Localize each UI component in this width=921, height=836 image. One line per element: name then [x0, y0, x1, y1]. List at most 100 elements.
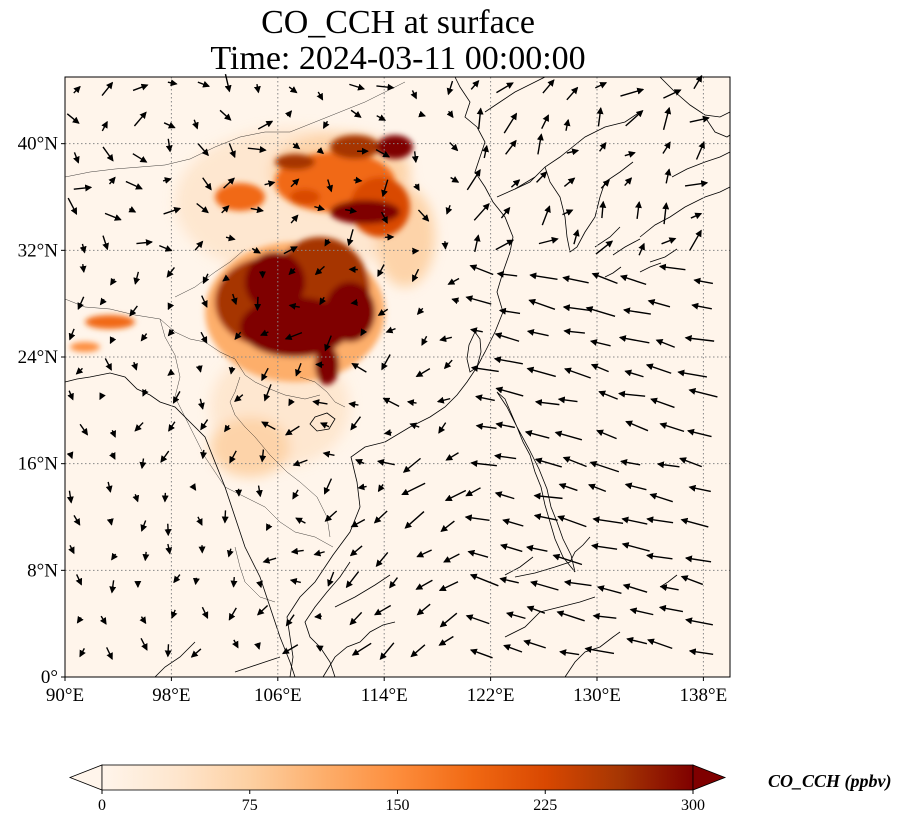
wind-arrow	[288, 86, 298, 94]
wind-arrow	[109, 452, 116, 460]
wind-arrow	[295, 517, 306, 525]
wind-arrow	[162, 177, 172, 184]
wind-arrow	[620, 458, 641, 466]
wind-arrow	[324, 335, 332, 352]
wind-arrow	[377, 484, 385, 493]
wind-arrow	[128, 206, 137, 213]
wind-arrow	[136, 239, 153, 247]
wind-arrow	[589, 339, 611, 347]
wind-arrow	[377, 308, 389, 316]
wind-arrow	[139, 458, 147, 470]
wind-arrow	[664, 168, 672, 184]
lat-tick-label: 0°	[41, 667, 58, 688]
wind-arrow	[695, 141, 705, 160]
wind-arrow	[412, 268, 420, 283]
wind-arrow	[229, 450, 237, 464]
wind-arrow	[73, 152, 80, 164]
wind-arrow	[351, 363, 367, 373]
wind-arrow	[693, 74, 703, 90]
wind-arrow	[192, 577, 200, 586]
wind-arrow	[99, 392, 106, 401]
wind-arrow	[260, 329, 269, 337]
wind-arrow	[626, 636, 648, 645]
wind-arrow	[590, 542, 618, 550]
wind-arrow	[686, 428, 712, 438]
wind-arrow	[533, 513, 558, 521]
wind-arrow	[194, 240, 204, 251]
wind-arrow	[498, 307, 521, 315]
wind-arrow	[406, 399, 417, 407]
wind-arrow	[557, 515, 587, 528]
wind-arrow	[416, 603, 431, 616]
wind-arrow	[534, 399, 560, 406]
wind-arrow	[104, 212, 122, 221]
wind-arrow	[133, 111, 147, 127]
wind-arrow	[554, 430, 583, 441]
lat-tick-label: 16°N	[18, 454, 59, 475]
wind-arrow	[259, 449, 267, 463]
wind-arrow	[445, 205, 453, 215]
wind-arrow	[385, 326, 396, 334]
wind-arrow	[166, 267, 175, 278]
wind-arrow	[261, 367, 269, 382]
wind-arrow	[173, 574, 181, 584]
wind-arrow	[172, 391, 181, 404]
wind-arrow	[106, 647, 113, 660]
wind-arrow	[99, 615, 107, 625]
map-border	[64, 76, 731, 678]
wind-arrow	[374, 604, 392, 616]
wind-arrow	[418, 110, 426, 118]
wind-arrow	[495, 386, 524, 397]
wind-arrow	[465, 614, 490, 625]
wind-arrow	[75, 574, 83, 586]
wind-arrow	[411, 151, 419, 164]
wind-arrow	[625, 109, 644, 127]
wind-arrow	[284, 331, 303, 341]
wind-arrow	[505, 139, 517, 155]
lon-tick-label: 98°E	[152, 685, 190, 706]
wind-arrow	[68, 545, 75, 555]
wind-arrow	[132, 83, 149, 92]
wind-arrow	[500, 543, 523, 553]
wind-arrow	[219, 109, 232, 121]
wind-arrow	[288, 267, 296, 276]
wind-arrow	[167, 368, 175, 376]
lon-tick-label: 138°E	[680, 685, 728, 706]
wind-arrow	[503, 644, 523, 653]
wind-arrow	[663, 89, 682, 99]
wind-arrow	[552, 553, 583, 566]
wind-arrow	[257, 120, 274, 130]
wind-arrow	[416, 307, 425, 315]
wind-arrow	[265, 523, 273, 532]
wind-arrow	[109, 580, 117, 594]
wind-arrow	[165, 543, 173, 555]
wind-arrow	[283, 246, 298, 255]
wind-arrow	[163, 122, 176, 129]
wind-arrow	[290, 178, 300, 188]
wind-arrow	[314, 612, 322, 620]
wind-arrow	[346, 229, 354, 247]
wind-arrow	[493, 356, 523, 365]
lon-tick-label: 130°E	[573, 685, 621, 706]
wind-arrow	[263, 384, 272, 402]
wind-arrow	[542, 79, 555, 94]
wind-arrow	[559, 649, 580, 657]
wind-arrow	[223, 177, 235, 189]
wind-arrow	[200, 331, 208, 344]
wind-arrow	[79, 648, 86, 658]
wind-arrow	[496, 270, 518, 278]
wind-arrow	[562, 456, 587, 468]
wind-arrow	[292, 489, 299, 500]
wind-arrow	[224, 424, 232, 433]
wind-arrow	[438, 581, 459, 592]
wind-arrow	[680, 517, 709, 528]
wind-arrow	[600, 179, 610, 189]
wind-arrow	[619, 274, 647, 286]
wind-arrow	[446, 80, 454, 96]
wind-arrow	[140, 333, 148, 342]
wind-arrow	[201, 606, 209, 619]
wind-arrow	[164, 644, 172, 658]
wind-arrow	[76, 615, 84, 624]
wind-arrow	[470, 80, 480, 90]
wind-arrow	[596, 585, 622, 595]
